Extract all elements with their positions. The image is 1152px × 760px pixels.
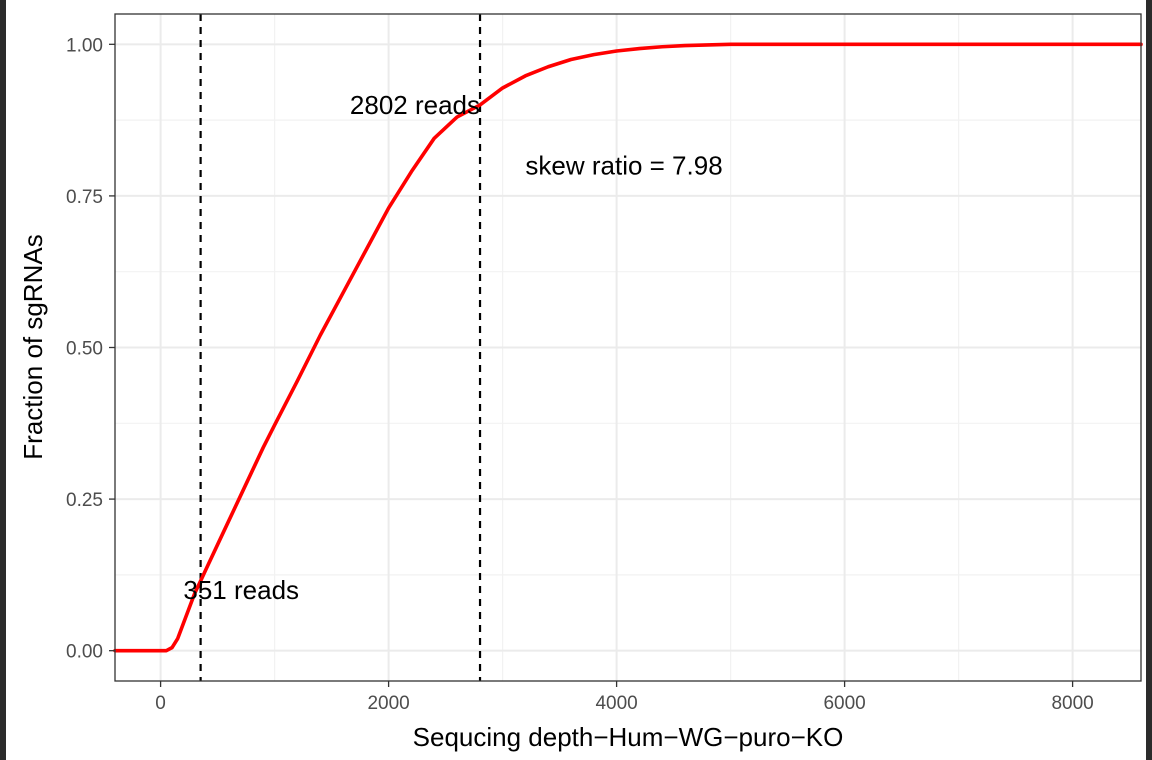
y-axis-title: Fraction of sgRNAs	[18, 234, 48, 459]
annotation-label: 351 reads	[183, 575, 299, 605]
annotation-group: 351 reads 2802 reads skew ratio = 7.98	[183, 90, 722, 605]
x-axis: 0 2000 4000 6000 8000	[155, 681, 1094, 714]
x-axis-title: Sequcing depth−Hum−WG−puro−KO	[413, 722, 844, 752]
left-edge	[0, 0, 6, 760]
y-tick-label: 0.75	[66, 187, 103, 208]
x-tick-label: 8000	[1051, 693, 1093, 714]
x-tick-label: 2000	[367, 693, 409, 714]
major-gridlines	[115, 14, 1141, 681]
y-axis: 0.00 0.25 0.50 0.75 1.00	[66, 35, 115, 663]
x-tick-label: 0	[155, 693, 166, 714]
series-group	[113, 42, 1143, 653]
cumulative-fraction-line	[113, 42, 1143, 653]
right-edge	[1146, 0, 1152, 760]
x-tick-label: 4000	[595, 693, 637, 714]
annotation-label: 2802 reads	[350, 90, 480, 120]
y-tick-label: 0.50	[66, 339, 103, 360]
y-tick-label: 0.00	[66, 642, 103, 663]
x-tick-label: 6000	[823, 693, 865, 714]
y-tick-label: 0.25	[66, 490, 103, 511]
annotation-label: skew ratio = 7.98	[525, 151, 722, 181]
y-tick-label: 1.00	[66, 35, 103, 56]
